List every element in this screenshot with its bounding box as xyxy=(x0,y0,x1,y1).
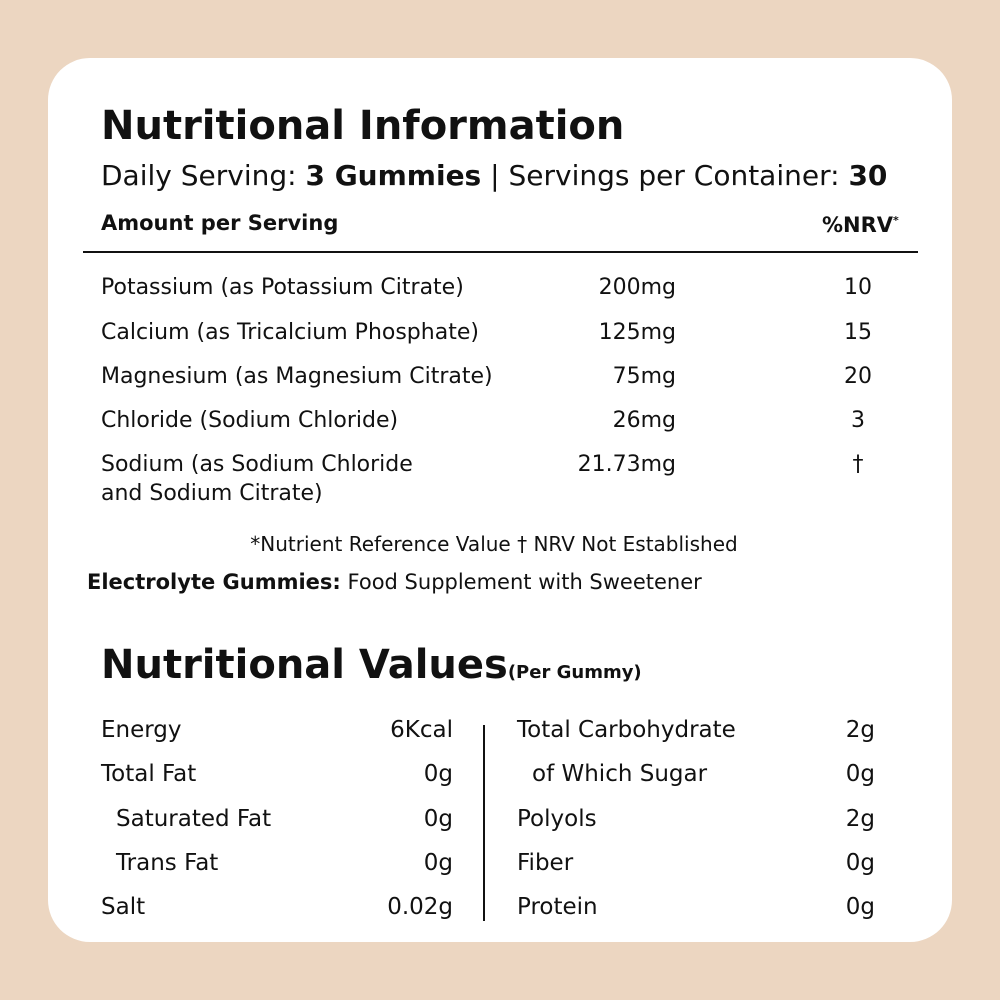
values-subtitle: (Per Gummy) xyxy=(507,662,642,683)
value-amount: 6Kcal xyxy=(390,717,453,743)
nrv-header: %NRV* xyxy=(822,215,899,236)
nutrient-nrv: 15 xyxy=(844,320,872,345)
nutrient-name: Calcium (as Tricalcium Phosphate) xyxy=(101,320,479,345)
separator: | xyxy=(490,159,500,192)
container-amount: 30 xyxy=(848,159,888,192)
nutrient-name: Sodium (as Sodium Chloride xyxy=(101,452,413,477)
nutrient-amount: 21.73mg xyxy=(577,452,676,477)
nutrient-amount: 26mg xyxy=(612,408,676,433)
footnote: *Nutrient Reference Value † NRV Not Esta… xyxy=(250,532,738,556)
values-title: Nutritional Values xyxy=(101,642,508,688)
value-label: Energy xyxy=(101,717,182,743)
nutrient-amount: 75mg xyxy=(612,364,676,389)
nutrient-nrv: 3 xyxy=(851,408,865,433)
title: Nutritional Information xyxy=(101,103,625,149)
nutrient-amount: 200mg xyxy=(598,275,676,300)
value-label: Total Carbohydrate xyxy=(517,717,736,743)
value-amount: 0g xyxy=(423,850,453,876)
value-label: Total Fat xyxy=(101,761,197,787)
column-divider xyxy=(483,725,485,921)
value-amount: 0.02g xyxy=(387,894,453,920)
product-name: Electrolyte Gummies: xyxy=(87,570,341,594)
product-description: Food Supplement with Sweetener xyxy=(347,570,702,594)
value-label: Polyols xyxy=(517,806,597,832)
product-line: Electrolyte Gummies: Food Supplement wit… xyxy=(87,572,702,593)
nrv-label: %NRV xyxy=(822,213,894,237)
serving-amount: 3 Gummies xyxy=(305,159,482,192)
nutrient-name: Potassium (as Potassium Citrate) xyxy=(101,275,464,300)
value-amount: 2g xyxy=(845,806,875,832)
value-amount: 0g xyxy=(845,850,875,876)
value-amount: 0g xyxy=(845,894,875,920)
value-label: Trans Fat xyxy=(116,850,219,876)
container-label: Servings per Container: xyxy=(508,159,840,192)
value-label: Saturated Fat xyxy=(116,806,272,832)
value-amount: 0g xyxy=(423,761,453,787)
amount-header: Amount per Serving xyxy=(101,211,339,235)
nutrient-name: Magnesium (as Magnesium Citrate) xyxy=(101,364,493,389)
value-label: Salt xyxy=(101,894,146,920)
serving-label: Daily Serving: xyxy=(101,159,297,192)
serving-line: Daily Serving: 3 Gummies | Servings per … xyxy=(101,162,887,190)
value-label: of Which Sugar xyxy=(532,761,708,787)
nutrient-amount: 125mg xyxy=(598,320,676,345)
card xyxy=(48,58,952,942)
header-rule xyxy=(83,251,918,253)
value-label: Protein xyxy=(517,894,598,920)
nutrient-name: and Sodium Citrate) xyxy=(101,481,323,506)
nutrient-nrv: 20 xyxy=(844,364,872,389)
nutrient-name: Chloride (Sodium Chloride) xyxy=(101,408,399,433)
value-label: Fiber xyxy=(517,850,574,876)
nrv-mark: * xyxy=(893,214,899,227)
value-amount: 0g xyxy=(845,761,875,787)
value-amount: 2g xyxy=(845,717,875,743)
value-amount: 0g xyxy=(423,806,453,832)
nutrient-nrv: 10 xyxy=(844,275,872,300)
values-heading: Nutritional Values(Per Gummy) xyxy=(101,645,642,685)
nutrient-nrv: † xyxy=(852,452,864,477)
